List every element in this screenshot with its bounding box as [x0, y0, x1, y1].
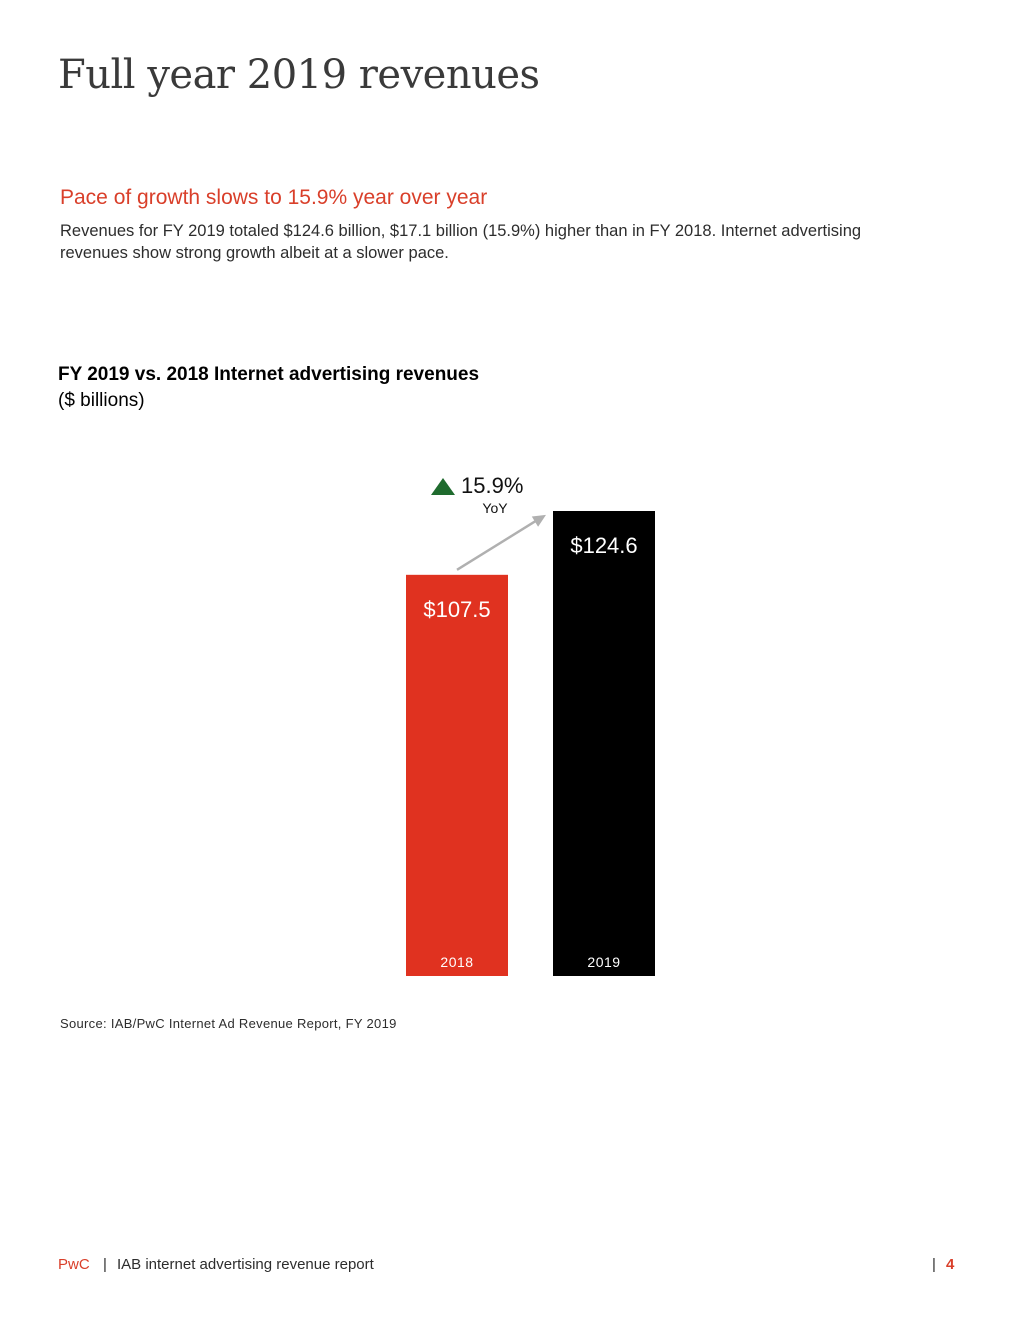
yoy-label: YoY: [482, 500, 508, 516]
growth-arrow-head: [531, 514, 546, 527]
yoy-percent-label: 15.9%: [461, 473, 523, 498]
data-label-2019: $124.6: [570, 533, 637, 558]
chart-title: FY 2019 vs. 2018 Internet advertising re…: [58, 364, 480, 385]
data-label-2018: $107.5: [423, 597, 490, 622]
section-heading: Pace of growth slows to 15.9% year over …: [60, 186, 488, 209]
bar-2019: [553, 511, 655, 976]
chart-subtitle: ($ billions): [58, 390, 145, 411]
footer-separator: |: [103, 1256, 107, 1273]
footer-report-title: IAB internet advertising revenue report: [117, 1256, 374, 1273]
page-number: 4: [946, 1256, 955, 1273]
bar-2018: [406, 574, 508, 976]
up-triangle-icon: [431, 478, 455, 495]
revenue-bar-chart: $107.5 2018 $124.6 2019 15.9% YoY: [406, 473, 655, 976]
growth-arrow-line: [456, 517, 541, 571]
footer-page-separator: |: [932, 1256, 936, 1273]
footer-brand: PwC: [58, 1256, 90, 1273]
section-body: Revenues for FY 2019 totaled $124.6 bill…: [60, 222, 862, 262]
category-label-2019: 2019: [587, 954, 620, 970]
source-note: Source: IAB/PwC Internet Ad Revenue Repo…: [60, 1016, 397, 1031]
category-label-2018: 2018: [440, 954, 473, 970]
page-title: Full year 2019 revenues: [58, 52, 540, 98]
